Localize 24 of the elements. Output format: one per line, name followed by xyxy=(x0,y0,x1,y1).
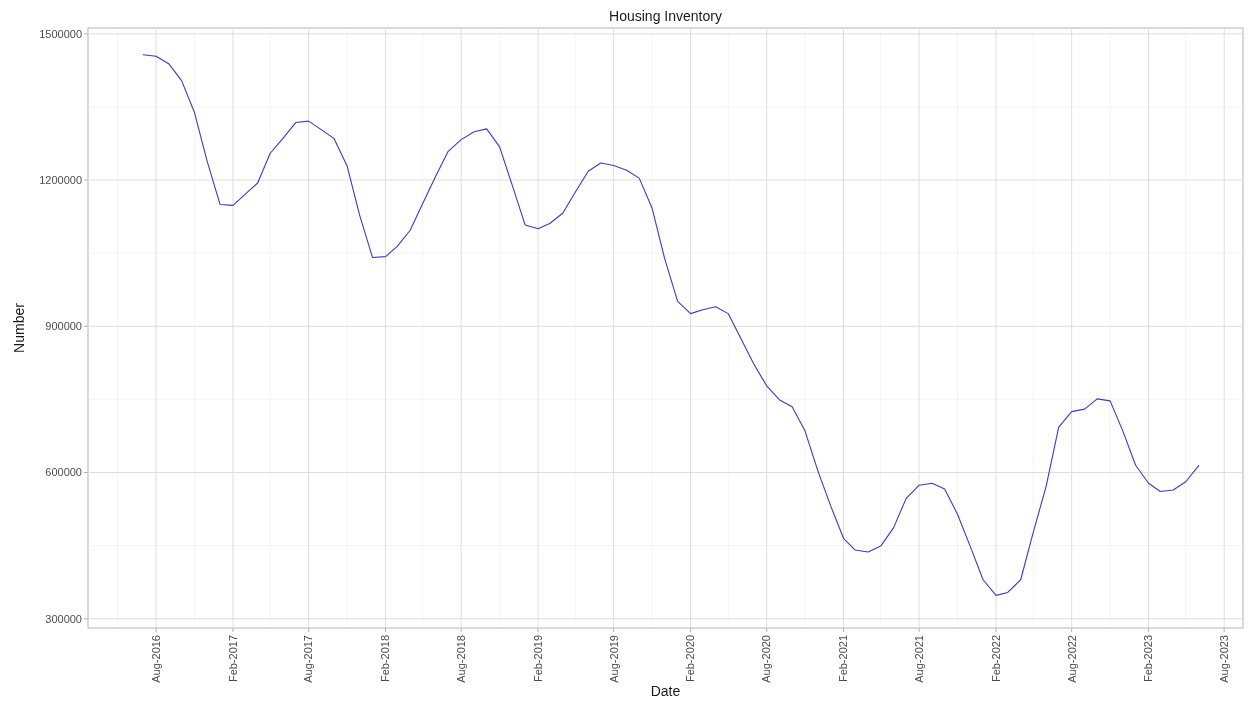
x-tick-label: Aug-2021 xyxy=(913,635,925,683)
y-tick-label: 900000 xyxy=(45,320,82,333)
x-tick-label: Feb-2017 xyxy=(226,635,239,683)
y-tick-label: 600000 xyxy=(45,466,82,479)
y-tick-label: 300000 xyxy=(45,612,82,625)
x-tick-label: Feb-2020 xyxy=(684,635,697,683)
x-tick-label: Feb-2021 xyxy=(837,635,850,683)
x-axis-title: Date xyxy=(650,683,681,699)
x-tick-label: Feb-2022 xyxy=(989,635,1002,683)
y-axis-title: Number xyxy=(11,302,27,353)
y-tick-label: 1500000 xyxy=(39,27,82,40)
y-tick-label: 1200000 xyxy=(39,173,82,186)
x-tick-label: Feb-2018 xyxy=(379,635,392,683)
chart-title: Housing Inventory xyxy=(609,8,722,24)
x-tick-label: Aug-2019 xyxy=(607,635,620,683)
x-tick-label: Aug-2020 xyxy=(760,635,773,683)
x-tick-label: Feb-2023 xyxy=(1142,635,1155,683)
line-series xyxy=(142,54,1200,596)
x-tick-label: Aug-2022 xyxy=(1065,635,1078,683)
x-tick-label: Feb-2019 xyxy=(531,635,544,683)
x-tick-label: Aug-2016 xyxy=(149,635,162,683)
x-tick-label: Aug-2023 xyxy=(1218,635,1231,683)
x-tick-label: Aug-2017 xyxy=(302,635,315,683)
x-tick-label: Aug-2018 xyxy=(455,635,468,683)
